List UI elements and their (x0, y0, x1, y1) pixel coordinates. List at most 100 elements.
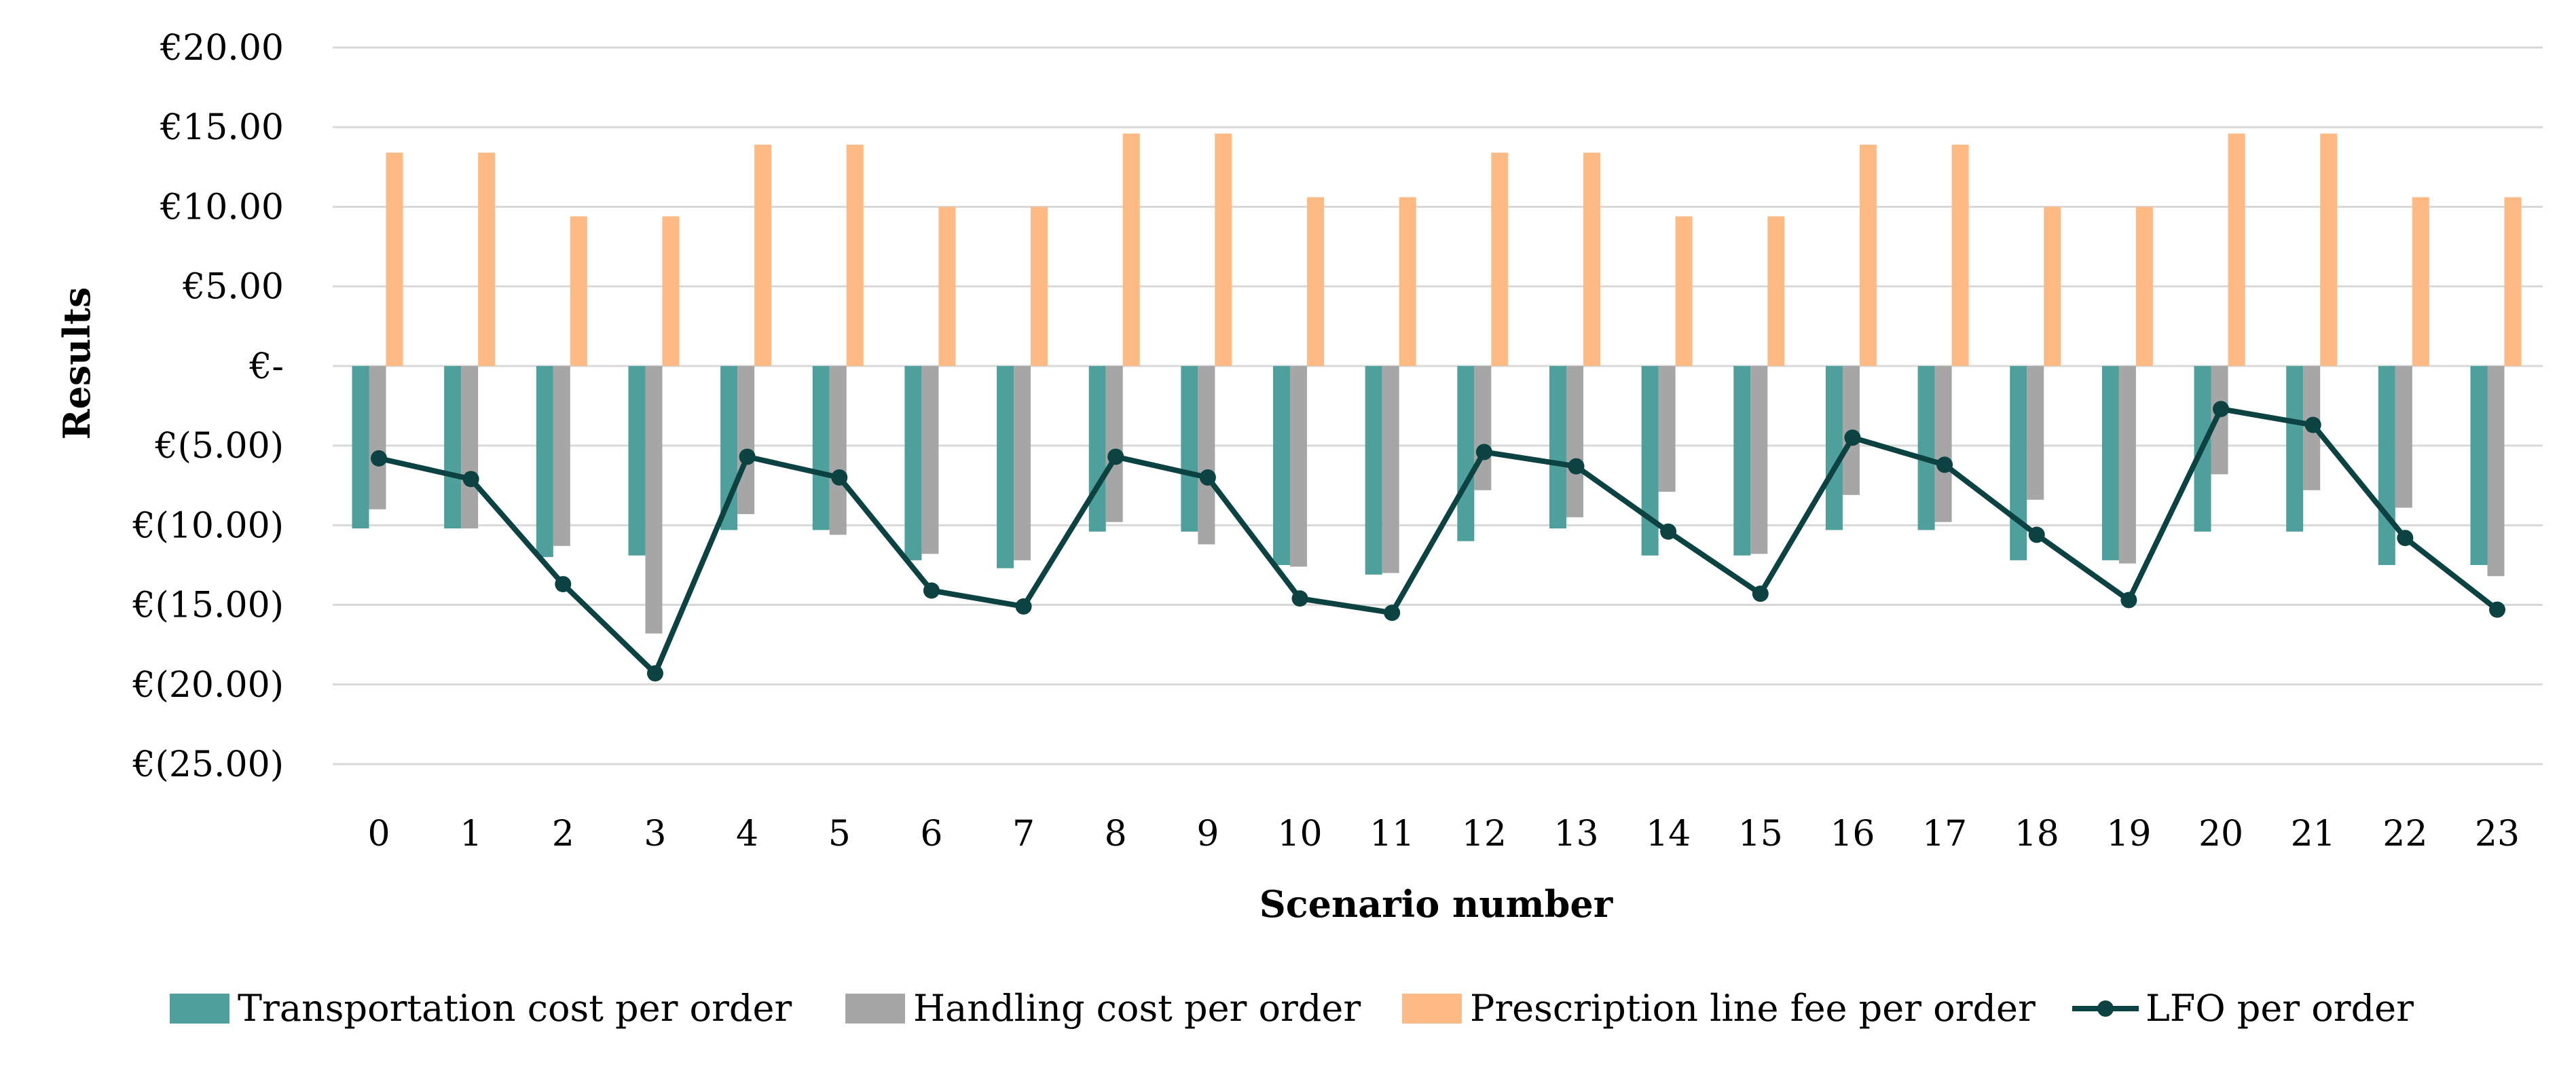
lfo-point (1660, 523, 1677, 540)
x-tick-label: 20 (2198, 814, 2243, 854)
bar-handling-cost-per-order (2487, 365, 2505, 577)
y-tick-label: €20.00 (160, 28, 284, 69)
bar-transportation-cost-per-order (1181, 365, 1198, 532)
lfo-point (2397, 530, 2414, 547)
x-tick-label: 4 (736, 814, 758, 854)
lfo-line (378, 406, 2499, 676)
bar-transportation-cost-per-order (536, 365, 553, 558)
bar-prescription-line-fee-per-order (1122, 133, 1140, 366)
bar-handling-cost-per-order (1658, 365, 1676, 492)
bar-prescription-line-fee-per-order (2135, 206, 2153, 366)
y-tick-label: €10.00 (160, 187, 284, 228)
bar-series (352, 133, 2522, 634)
legend-label-handling-cost-per-order: Handling cost per order (913, 987, 1361, 1030)
bar-transportation-cost-per-order (1549, 365, 1566, 529)
bar-transportation-cost-per-order (1641, 365, 1659, 556)
legend-label-transportation-cost-per-order: Transportation cost per order (238, 987, 792, 1030)
legend-marker-lfo-per-order (2097, 1000, 2114, 1017)
lfo-point (2489, 601, 2505, 618)
bar-transportation-cost-per-order (1365, 365, 1382, 575)
bar-prescription-line-fee-per-order (1307, 197, 1325, 366)
bar-handling-cost-per-order (829, 365, 847, 535)
x-axis-title: Scenario number (1259, 882, 1613, 926)
x-tick-label: 16 (1830, 814, 1875, 854)
bar-handling-cost-per-order (461, 365, 479, 529)
x-tick-label: 14 (1646, 814, 1691, 854)
bar-transportation-cost-per-order (1733, 365, 1751, 556)
bar-transportation-cost-per-order (352, 365, 369, 529)
x-tick-label: 13 (1553, 814, 1598, 854)
bar-transportation-cost-per-order (2378, 365, 2395, 565)
y-tick-label: €5.00 (182, 267, 284, 308)
lfo-point (1844, 429, 1861, 446)
bar-prescription-line-fee-per-order (754, 145, 772, 366)
lfo-point (1107, 448, 1124, 465)
x-tick-label: 22 (2382, 814, 2427, 854)
bar-prescription-line-fee-per-order (1491, 152, 1509, 366)
bar-handling-cost-per-order (2027, 365, 2044, 500)
lfo-point (1015, 598, 1032, 615)
lfo-point (1568, 458, 1585, 475)
x-tick-label: 18 (2014, 814, 2059, 854)
bar-prescription-line-fee-per-order (2504, 197, 2522, 366)
bar-prescription-line-fee-per-order (1399, 197, 1416, 366)
x-tick-label: 23 (2475, 814, 2520, 854)
bar-transportation-cost-per-order (2470, 365, 2488, 565)
lfo-point (555, 576, 572, 593)
lfo-point (1936, 456, 1953, 473)
bar-prescription-line-fee-per-order (1215, 133, 1232, 366)
x-tick-label: 6 (920, 814, 942, 854)
bar-handling-cost-per-order (2118, 365, 2136, 564)
bar-transportation-cost-per-order (628, 365, 646, 556)
y-tick-label: €(15.00) (132, 585, 284, 626)
lfo-point (371, 450, 387, 467)
bar-handling-cost-per-order (1750, 365, 1768, 554)
x-tick-label: 12 (1462, 814, 1507, 854)
bar-handling-cost-per-order (1934, 365, 1952, 522)
bar-prescription-line-fee-per-order (478, 152, 496, 366)
lfo-point (923, 582, 940, 599)
bar-prescription-line-fee-per-order (662, 216, 680, 366)
legend-label-prescription-line-fee-per-order: Prescription line fee per order (1470, 987, 2036, 1030)
bar-prescription-line-fee-per-order (1675, 216, 1693, 366)
legend-swatch-transportation-cost-per-order (170, 994, 229, 1024)
bar-prescription-line-fee-per-order (1767, 216, 1785, 366)
y-axis-title: Results (55, 287, 98, 440)
lfo-point (739, 448, 756, 465)
bar-transportation-cost-per-order (997, 365, 1014, 568)
bar-prescription-line-fee-per-order (2412, 197, 2429, 366)
bar-handling-cost-per-order (1566, 365, 1583, 518)
x-axis-tick-labels: 0 1 2 3 4 5 6 7 8 9 10 11 12 13 14 15 16 17 18 19 20 21 22 23 (367, 814, 2520, 854)
bar-prescription-line-fee-per-order (846, 145, 864, 366)
x-tick-label: 1 (460, 814, 482, 854)
bar-prescription-line-fee-per-order (2228, 133, 2245, 366)
y-tick-label: €(5.00) (155, 426, 284, 467)
bar-transportation-cost-per-order (1273, 365, 1291, 565)
bar-prescription-line-fee-per-order (1031, 206, 1048, 366)
lfo-point (2213, 401, 2230, 418)
lfo-point (462, 471, 479, 488)
y-tick-label: €- (249, 346, 284, 387)
bar-transportation-cost-per-order (1457, 365, 1475, 541)
bar-handling-cost-per-order (921, 365, 939, 554)
lfo-point (646, 665, 663, 682)
bar-prescription-line-fee-per-order (1583, 152, 1600, 366)
bar-prescription-line-fee-per-order (2320, 133, 2338, 366)
x-tick-label: 5 (828, 814, 851, 854)
bar-prescription-line-fee-per-order (2044, 206, 2061, 366)
lfo-point (831, 469, 848, 486)
bar-prescription-line-fee-per-order (1951, 145, 1969, 366)
bar-transportation-cost-per-order (1825, 365, 1843, 530)
x-tick-label: 0 (367, 814, 390, 854)
bar-handling-cost-per-order (1474, 365, 1492, 490)
bar-handling-cost-per-order (1382, 365, 1399, 573)
lfo-point (1475, 444, 1492, 460)
bar-prescription-line-fee-per-order (1859, 145, 1877, 366)
lfo-point (2120, 592, 2137, 609)
legend-swatch-handling-cost-per-order (845, 994, 905, 1024)
bar-handling-cost-per-order (645, 365, 663, 634)
lfo-line-series (371, 401, 2505, 682)
bar-transportation-cost-per-order (1917, 365, 1935, 530)
y-axis-tick-labels: €20.00 €15.00 €10.00 €5.00 €- €(5.00) €(10.00)… (132, 28, 284, 785)
